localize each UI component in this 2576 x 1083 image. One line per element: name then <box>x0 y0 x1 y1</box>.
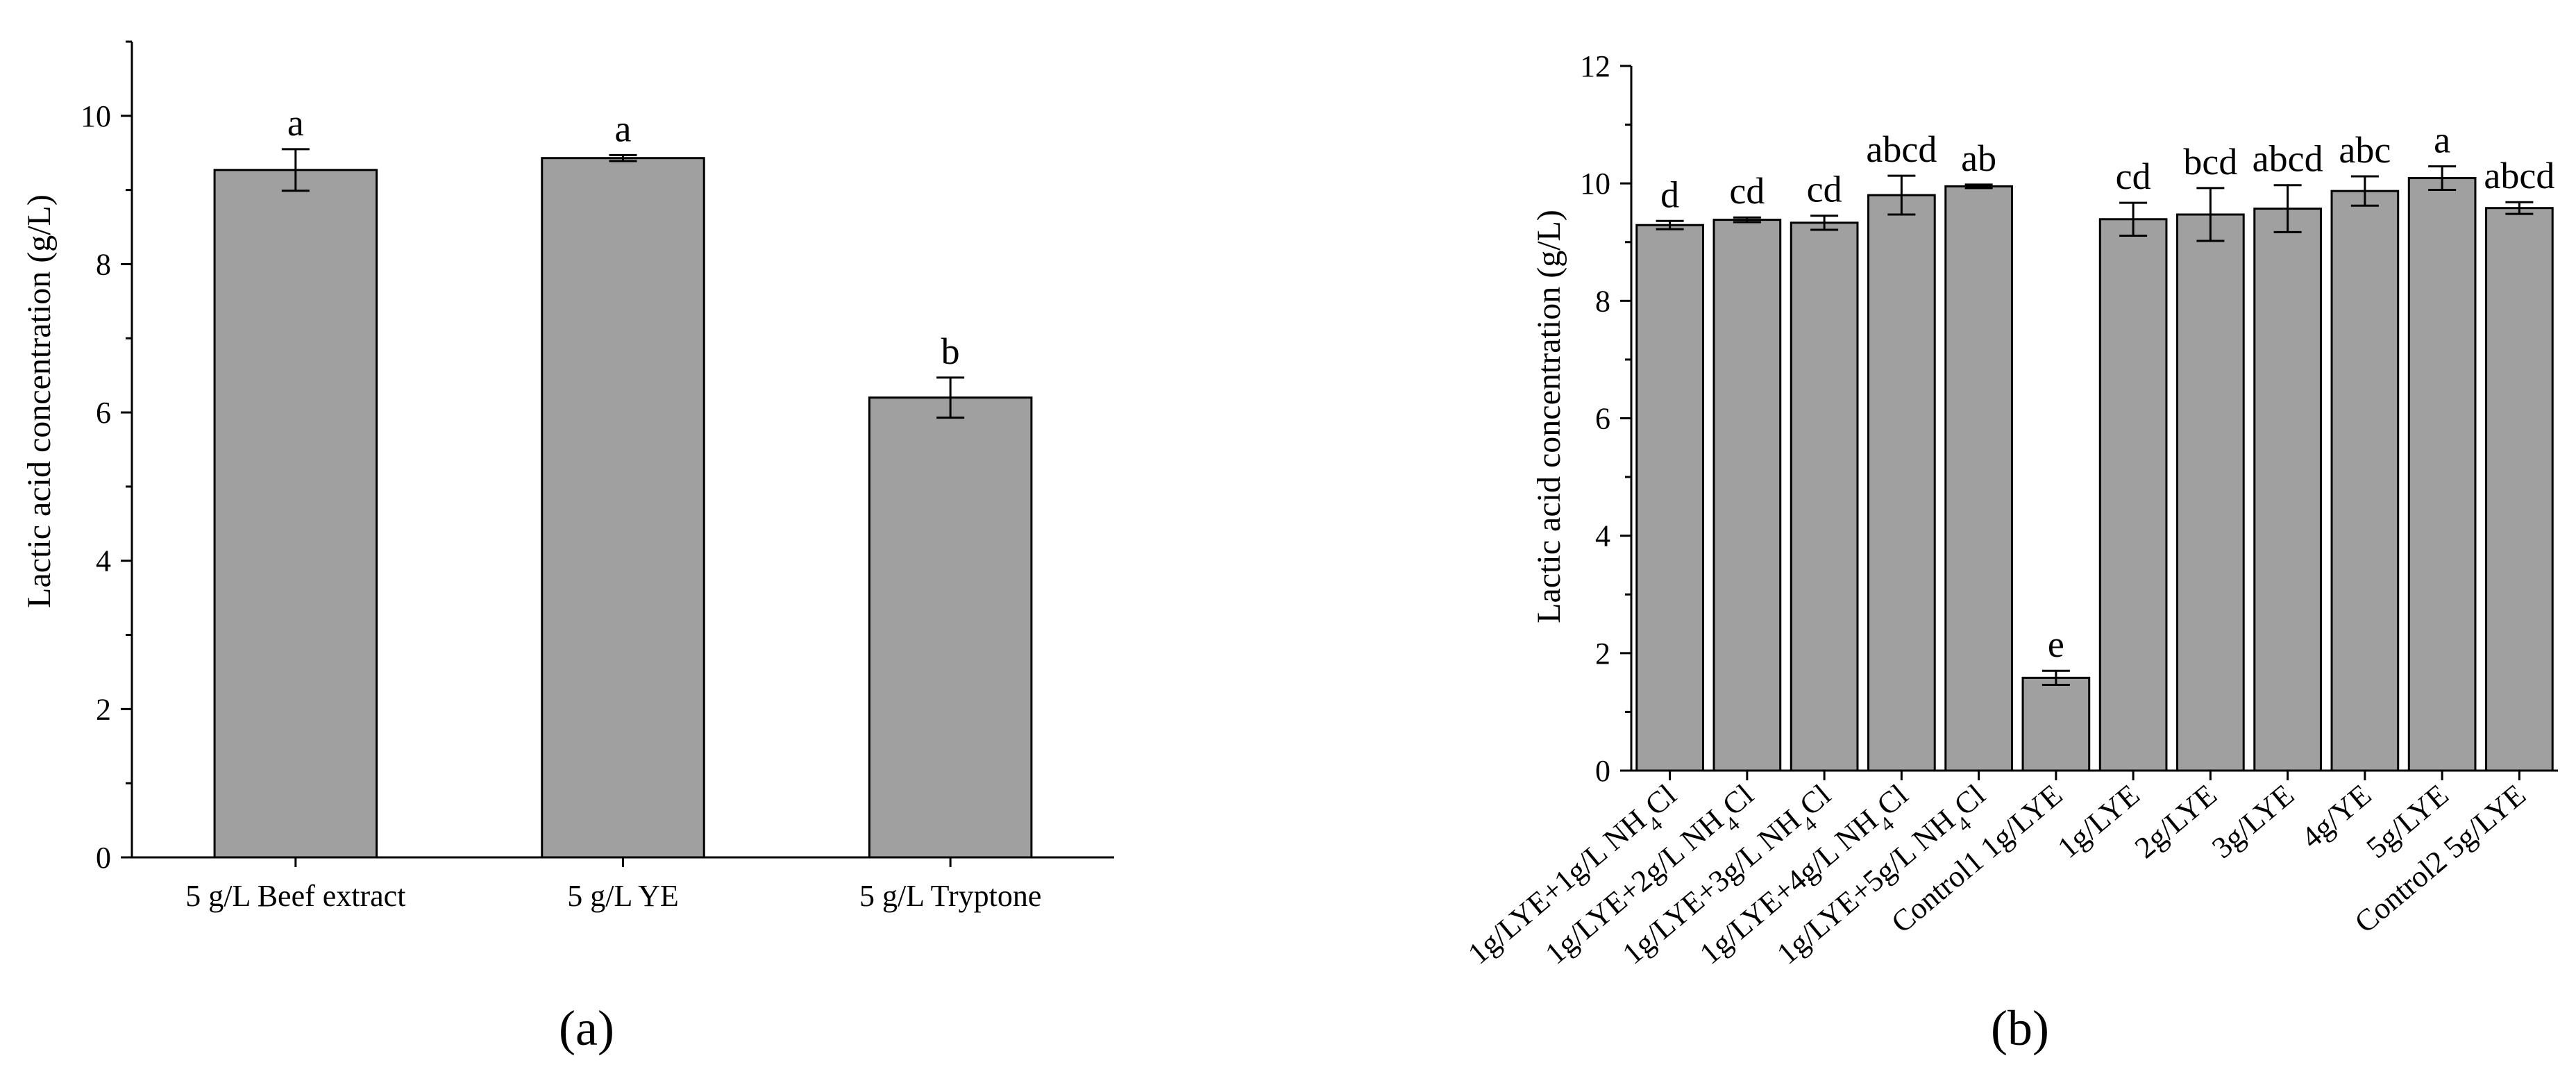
significance-label: ab <box>1961 137 1996 179</box>
bar <box>2253 208 2322 772</box>
y-tick-label: 8 <box>96 247 111 281</box>
bar <box>1635 224 1704 772</box>
bar <box>868 396 1033 859</box>
x-tick-label: 5 g/L Tryptone <box>859 879 1041 913</box>
y-axis-title-a: Lactic acid concentration (g/L) <box>21 194 58 608</box>
x-tick-label: 3g/LYE <box>2205 778 2300 865</box>
error-bar <box>936 376 965 419</box>
x-tick-label: 5 g/L Beef extract <box>185 879 405 913</box>
error-bar <box>2196 187 2225 242</box>
y-tick-label: 2 <box>1595 637 1610 671</box>
bar <box>2407 177 2477 772</box>
significance-label: abcd <box>2484 155 2554 196</box>
bar <box>2098 218 2168 772</box>
y-tick-label: 0 <box>1595 754 1610 788</box>
bar <box>2176 213 2245 772</box>
error-bar <box>1887 174 1916 216</box>
bar <box>2021 676 2091 772</box>
bar <box>1944 185 2013 772</box>
y-tick-label: 2 <box>96 692 111 726</box>
error-bar <box>2042 669 2070 687</box>
y-tick-label: 6 <box>1595 402 1610 436</box>
y-tick-label: 6 <box>96 396 111 430</box>
error-bar <box>2428 165 2457 191</box>
y-tick-label: 8 <box>1595 284 1610 318</box>
y-tick-label: 10 <box>1580 167 1610 201</box>
significance-label: a <box>287 102 304 144</box>
significance-label: a <box>2434 119 2450 161</box>
bar <box>213 169 378 859</box>
y-tick-label: 12 <box>1580 49 1610 83</box>
chart-panel-b: Lactic acid concentration (g/L) (b) d cd c… <box>1461 49 2558 1056</box>
error-bar <box>2119 201 2148 237</box>
panel-label-a: (a) <box>559 1000 614 1056</box>
bar <box>541 157 705 859</box>
x-tick-label: 5 g/L YE <box>567 879 679 913</box>
significance-label: abcd <box>1866 128 1937 170</box>
error-bar <box>1656 219 1684 230</box>
panel-label-b: (b) <box>1991 1000 2049 1056</box>
error-bar <box>2350 175 2379 207</box>
bar <box>1712 219 1782 772</box>
y-axis-title-b: Lactic acid concentration (g/L) <box>1531 210 1567 623</box>
chart-panel-a: Lactic acid concentration (g/L) (a) a a b 0… <box>21 40 1114 1056</box>
x-tick-label: 2g/LYE <box>2128 778 2223 865</box>
significance-label: a <box>615 108 632 149</box>
significance-label: cd <box>1729 170 1765 212</box>
bar <box>1790 221 1859 772</box>
significance-label: abc <box>2339 129 2391 171</box>
significance-label: bcd <box>2183 141 2237 183</box>
y-tick-label: 10 <box>81 99 111 133</box>
bar <box>1867 194 1936 772</box>
error-bar <box>1964 183 1993 190</box>
significance-label: b <box>941 330 960 372</box>
error-bar <box>1733 216 1761 224</box>
significance-label: cd <box>1807 169 1842 210</box>
significance-label: cd <box>2116 156 2151 197</box>
error-bar <box>2273 184 2302 233</box>
significance-label: abcd <box>2253 138 2323 180</box>
x-tick-label: 1g/LYE <box>2051 778 2146 865</box>
error-bar <box>609 153 637 162</box>
y-tick-label: 4 <box>1595 519 1610 553</box>
bar <box>2485 207 2554 772</box>
significance-label: e <box>2048 623 2064 665</box>
bar <box>2330 190 2400 772</box>
significance-label: d <box>1660 174 1679 215</box>
error-bar <box>2505 201 2534 215</box>
error-bar <box>1810 215 1839 231</box>
y-tick-label: 0 <box>96 841 111 875</box>
error-bar <box>281 148 310 192</box>
y-tick-label: 4 <box>96 544 111 578</box>
